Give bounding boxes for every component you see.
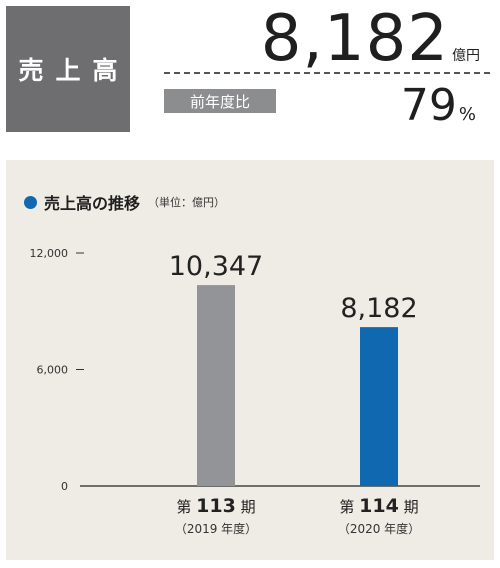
sales-unit: 億円 — [452, 48, 480, 64]
y-tick-label: 0 — [61, 480, 68, 493]
y-tick-label: 12,000 — [30, 247, 69, 260]
chart-subtitle: （単位：億円） — [148, 196, 226, 209]
yoy-badge: 前年度比 — [164, 89, 276, 113]
metric-label-box: 売上高 — [6, 6, 130, 132]
x-category-label: 第 114 期 — [339, 495, 418, 517]
x-category-label: 第 113 期 — [176, 495, 255, 517]
dashed-divider — [164, 72, 490, 74]
sales-value-display: 8,182 億円 — [261, 2, 480, 76]
x-category-year-label: （2020 年度） — [338, 521, 420, 536]
chart-title: 売上高の推移 — [44, 194, 141, 213]
sales-value: 8,182 — [260, 2, 449, 76]
bar-value-label: 8,182 — [340, 293, 417, 324]
yoy-unit: % — [458, 104, 476, 125]
y-tick-label: 6,000 — [37, 364, 69, 377]
yoy-value: 79 — [400, 80, 457, 131]
x-category-year-label: （2019 年度） — [175, 521, 257, 536]
bar-chart: 0 6,000 12,000 10,347 第 113 期 （2019 年度） 8,182 第… — [30, 247, 480, 536]
yoy-label: 前年度比 — [189, 92, 250, 111]
bullet-dot-icon — [24, 195, 37, 209]
bar — [197, 285, 235, 486]
chart-panel: 売上高の推移 （単位：億円） 0 6,000 12,000 10,347 第 113 期… — [6, 160, 494, 560]
yoy-value-display: 79 % — [401, 80, 476, 131]
bar-value-label: 10,347 — [169, 251, 263, 282]
bar — [360, 327, 398, 486]
chart-title-row: 売上高の推移 （単位：億円） — [24, 190, 225, 214]
metric-label: 売上高 — [18, 56, 130, 85]
